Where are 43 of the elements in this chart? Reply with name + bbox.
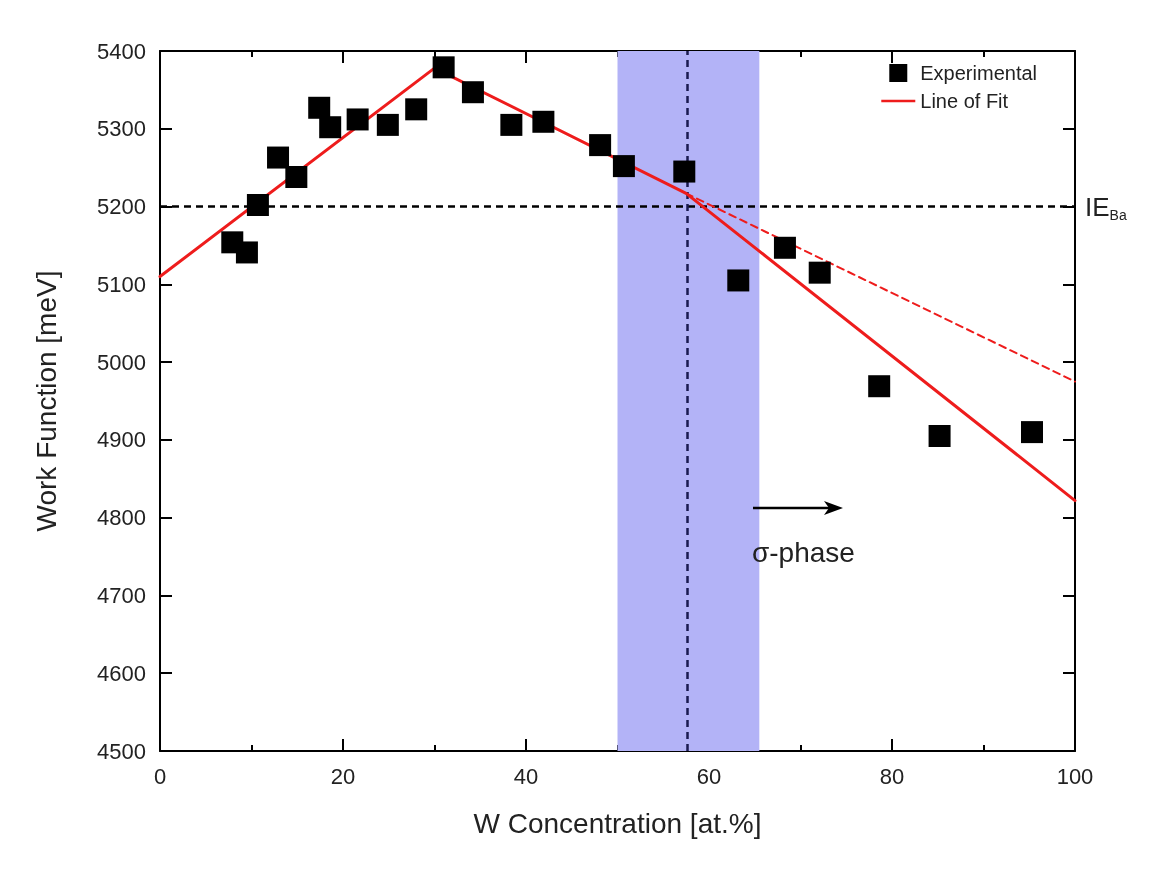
point xyxy=(461,81,484,104)
point xyxy=(500,113,523,136)
point xyxy=(346,108,369,131)
x-tick-label: 100 xyxy=(1056,763,1094,789)
point xyxy=(376,113,399,136)
point xyxy=(673,160,696,183)
point xyxy=(612,155,635,178)
y-tick-label: 5200 xyxy=(97,194,146,220)
point xyxy=(319,116,342,139)
y-tick-label: 5000 xyxy=(97,349,146,375)
y-tick-label: 5100 xyxy=(97,271,146,297)
legend-label: Experimental xyxy=(920,62,1037,84)
point xyxy=(235,241,258,264)
point xyxy=(868,375,891,398)
annotation: σ-phase xyxy=(752,536,855,568)
point xyxy=(285,166,308,188)
y-tick-label: 5400 xyxy=(97,38,146,64)
point xyxy=(308,96,331,119)
y-tick-label: 4900 xyxy=(97,427,146,453)
point xyxy=(432,56,455,79)
y-tick-label: 4700 xyxy=(97,582,146,608)
y-tick-label: 4500 xyxy=(97,738,146,764)
point xyxy=(532,110,555,133)
point xyxy=(773,236,796,259)
x-tick-label: 60 xyxy=(696,763,722,789)
point xyxy=(808,261,831,284)
point xyxy=(928,425,951,447)
y-tick-label: 4600 xyxy=(97,660,146,686)
x-tick-label: 80 xyxy=(879,763,905,789)
point xyxy=(405,98,428,121)
x-tick-label: 0 xyxy=(153,763,167,789)
point xyxy=(589,134,612,157)
x-tick-label: 20 xyxy=(330,763,356,789)
y-axis-title: Work Function [meV] xyxy=(30,270,62,532)
y-tick-label: 4800 xyxy=(97,505,146,531)
point xyxy=(246,194,269,216)
x-axis-title: W Concentration [at.%] xyxy=(473,807,762,839)
x-tick-label: 40 xyxy=(513,763,539,789)
y-tick-label: 5300 xyxy=(97,116,146,142)
legend-label: Line of Fit xyxy=(920,90,1009,112)
point xyxy=(727,269,750,292)
point xyxy=(267,146,290,169)
point xyxy=(1020,421,1043,444)
